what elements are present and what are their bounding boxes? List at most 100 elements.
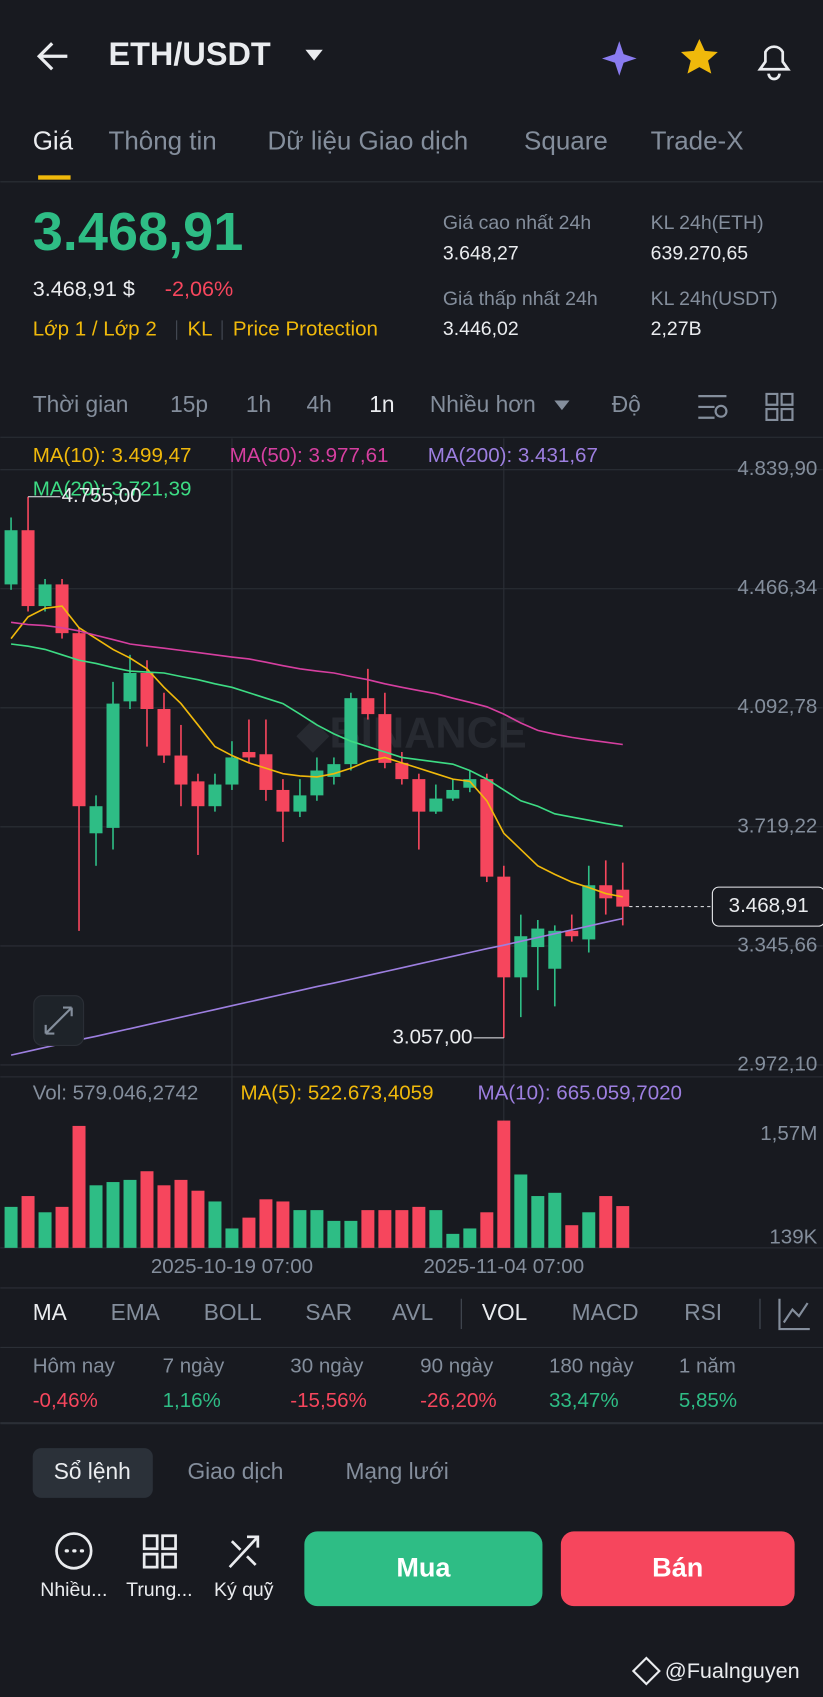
performance-label: 180 ngày <box>549 1354 634 1377</box>
volume-bar <box>174 1179 188 1248</box>
volume-bar <box>616 1206 630 1248</box>
stat-label: Giá cao nhất 24h <box>443 212 591 234</box>
indicator[interactable]: RSI <box>684 1299 722 1325</box>
performance-value: 1,16% <box>163 1389 221 1412</box>
volume-tick-label: 1,57M <box>760 1122 817 1145</box>
tab[interactable]: Square <box>524 126 608 156</box>
ma-legend: MA(50): 3.977,61 <box>230 444 389 467</box>
buy-button[interactable] <box>304 1531 543 1607</box>
sell-label[interactable]: Bán <box>652 1552 703 1582</box>
volume-bar <box>446 1233 460 1248</box>
indicator[interactable]: VOL <box>482 1299 527 1325</box>
candle-body <box>514 936 528 978</box>
bottom-tab[interactable]: Mạng lưới <box>345 1458 448 1484</box>
candle-body <box>548 930 562 969</box>
indicator[interactable]: MACD <box>572 1299 639 1325</box>
tab[interactable]: Trade-X <box>651 126 744 156</box>
interval[interactable]: 1h <box>246 391 271 417</box>
performance-label: 1 năm <box>679 1354 736 1377</box>
volume-bar <box>327 1220 341 1248</box>
volume-ma-legend: MA(5): 522.673,4059 <box>241 1082 434 1105</box>
volume-bar <box>293 1210 307 1248</box>
performance-label: 30 ngày <box>290 1354 364 1377</box>
ma-line <box>10 643 623 827</box>
performance-value: -0,46% <box>33 1389 98 1412</box>
indicator[interactable]: EMA <box>111 1299 161 1325</box>
volume-bar <box>89 1185 103 1248</box>
candle-body <box>106 703 120 828</box>
performance-value: 33,47% <box>549 1389 619 1412</box>
volume-bar <box>225 1228 239 1248</box>
tab[interactable]: Dữ liệu Giao dịch <box>268 126 469 156</box>
tab[interactable]: Thông tin <box>108 126 216 156</box>
candle-body <box>72 633 86 807</box>
interval[interactable]: 4h <box>307 391 332 417</box>
bottom-tab[interactable]: Giao dịch <box>187 1458 283 1484</box>
interval[interactable]: Thời gian <box>33 391 129 417</box>
settings-icon[interactable] <box>698 395 727 419</box>
pair-title[interactable]: ETH/USDT <box>108 36 270 72</box>
indicator[interactable]: SAR <box>305 1299 352 1325</box>
y-tick-label: 4.839,90 <box>737 457 817 480</box>
more-caret[interactable] <box>554 400 570 411</box>
indicator[interactable]: AVL <box>392 1299 433 1325</box>
volume-legend: Vol: 579.046,2742 <box>33 1082 199 1105</box>
hub-icon[interactable] <box>142 1534 177 1569</box>
volume-bar <box>310 1210 324 1248</box>
notification-icon[interactable] <box>757 45 791 81</box>
action-label[interactable]: Ký quỹ <box>214 1579 274 1601</box>
candle-body <box>259 754 273 790</box>
volume-bar <box>276 1201 290 1248</box>
indicator[interactable]: BOLL <box>204 1299 262 1325</box>
tag-link[interactable]: Price Protection <box>233 318 378 341</box>
candle-body <box>123 672 137 702</box>
ai-icon[interactable] <box>601 41 637 76</box>
sell-button[interactable] <box>560 1531 795 1607</box>
candle-body <box>310 770 324 796</box>
y-tick-label: 4.466,34 <box>737 576 817 599</box>
action-label[interactable]: Nhiều... <box>40 1579 107 1601</box>
action-label[interactable]: Trung... <box>126 1579 192 1601</box>
last-price-box <box>711 886 823 927</box>
buy-label[interactable]: Mua <box>396 1552 451 1582</box>
tag-link[interactable]: KL <box>187 318 212 341</box>
volume-bar <box>378 1210 392 1248</box>
more-icon[interactable] <box>55 1532 93 1570</box>
volume-bar <box>21 1196 35 1248</box>
candle-body <box>582 885 596 940</box>
stat-value: 3.648,27 <box>443 242 519 264</box>
fiat-price: 3.468,91 $ <box>33 276 135 301</box>
interval[interactable]: 15p <box>170 391 208 417</box>
candle-body <box>429 798 443 812</box>
volume-tick-label: 139K <box>769 1225 817 1248</box>
interval[interactable]: Độ <box>612 391 641 417</box>
volume-bar <box>463 1228 477 1248</box>
stat-value: 2,27B <box>651 318 702 340</box>
favorite-icon[interactable] <box>680 38 718 74</box>
tag-link[interactable]: Lớp 1 / Lớp 2 <box>33 318 157 341</box>
volume-bar <box>55 1206 69 1248</box>
tab[interactable]: Giá <box>33 126 74 156</box>
margin-icon[interactable] <box>228 1535 260 1569</box>
layout-icon[interactable] <box>765 392 794 422</box>
volume-bar <box>565 1225 579 1248</box>
bottom-tab[interactable]: Sổ lệnh <box>54 1458 131 1484</box>
low-label: 3.057,00 <box>392 1025 472 1048</box>
candle-body <box>395 762 409 780</box>
interval-active[interactable]: 1n <box>369 391 394 417</box>
volume-bar <box>480 1212 494 1248</box>
interval[interactable]: Nhiều hơn <box>430 391 536 417</box>
back-button[interactable] <box>36 42 68 71</box>
pair-caret[interactable] <box>305 49 323 61</box>
candle-body <box>89 806 103 834</box>
stat-value: 3.446,02 <box>443 318 519 340</box>
indicator[interactable]: MA <box>33 1299 68 1325</box>
volume-bar <box>429 1210 443 1248</box>
indicator-settings-icon[interactable] <box>778 1298 810 1331</box>
volume-bar <box>259 1199 273 1248</box>
ma-line <box>10 621 623 746</box>
volume-bar <box>72 1125 86 1248</box>
candle-body <box>378 714 392 763</box>
candle-body <box>361 698 375 715</box>
